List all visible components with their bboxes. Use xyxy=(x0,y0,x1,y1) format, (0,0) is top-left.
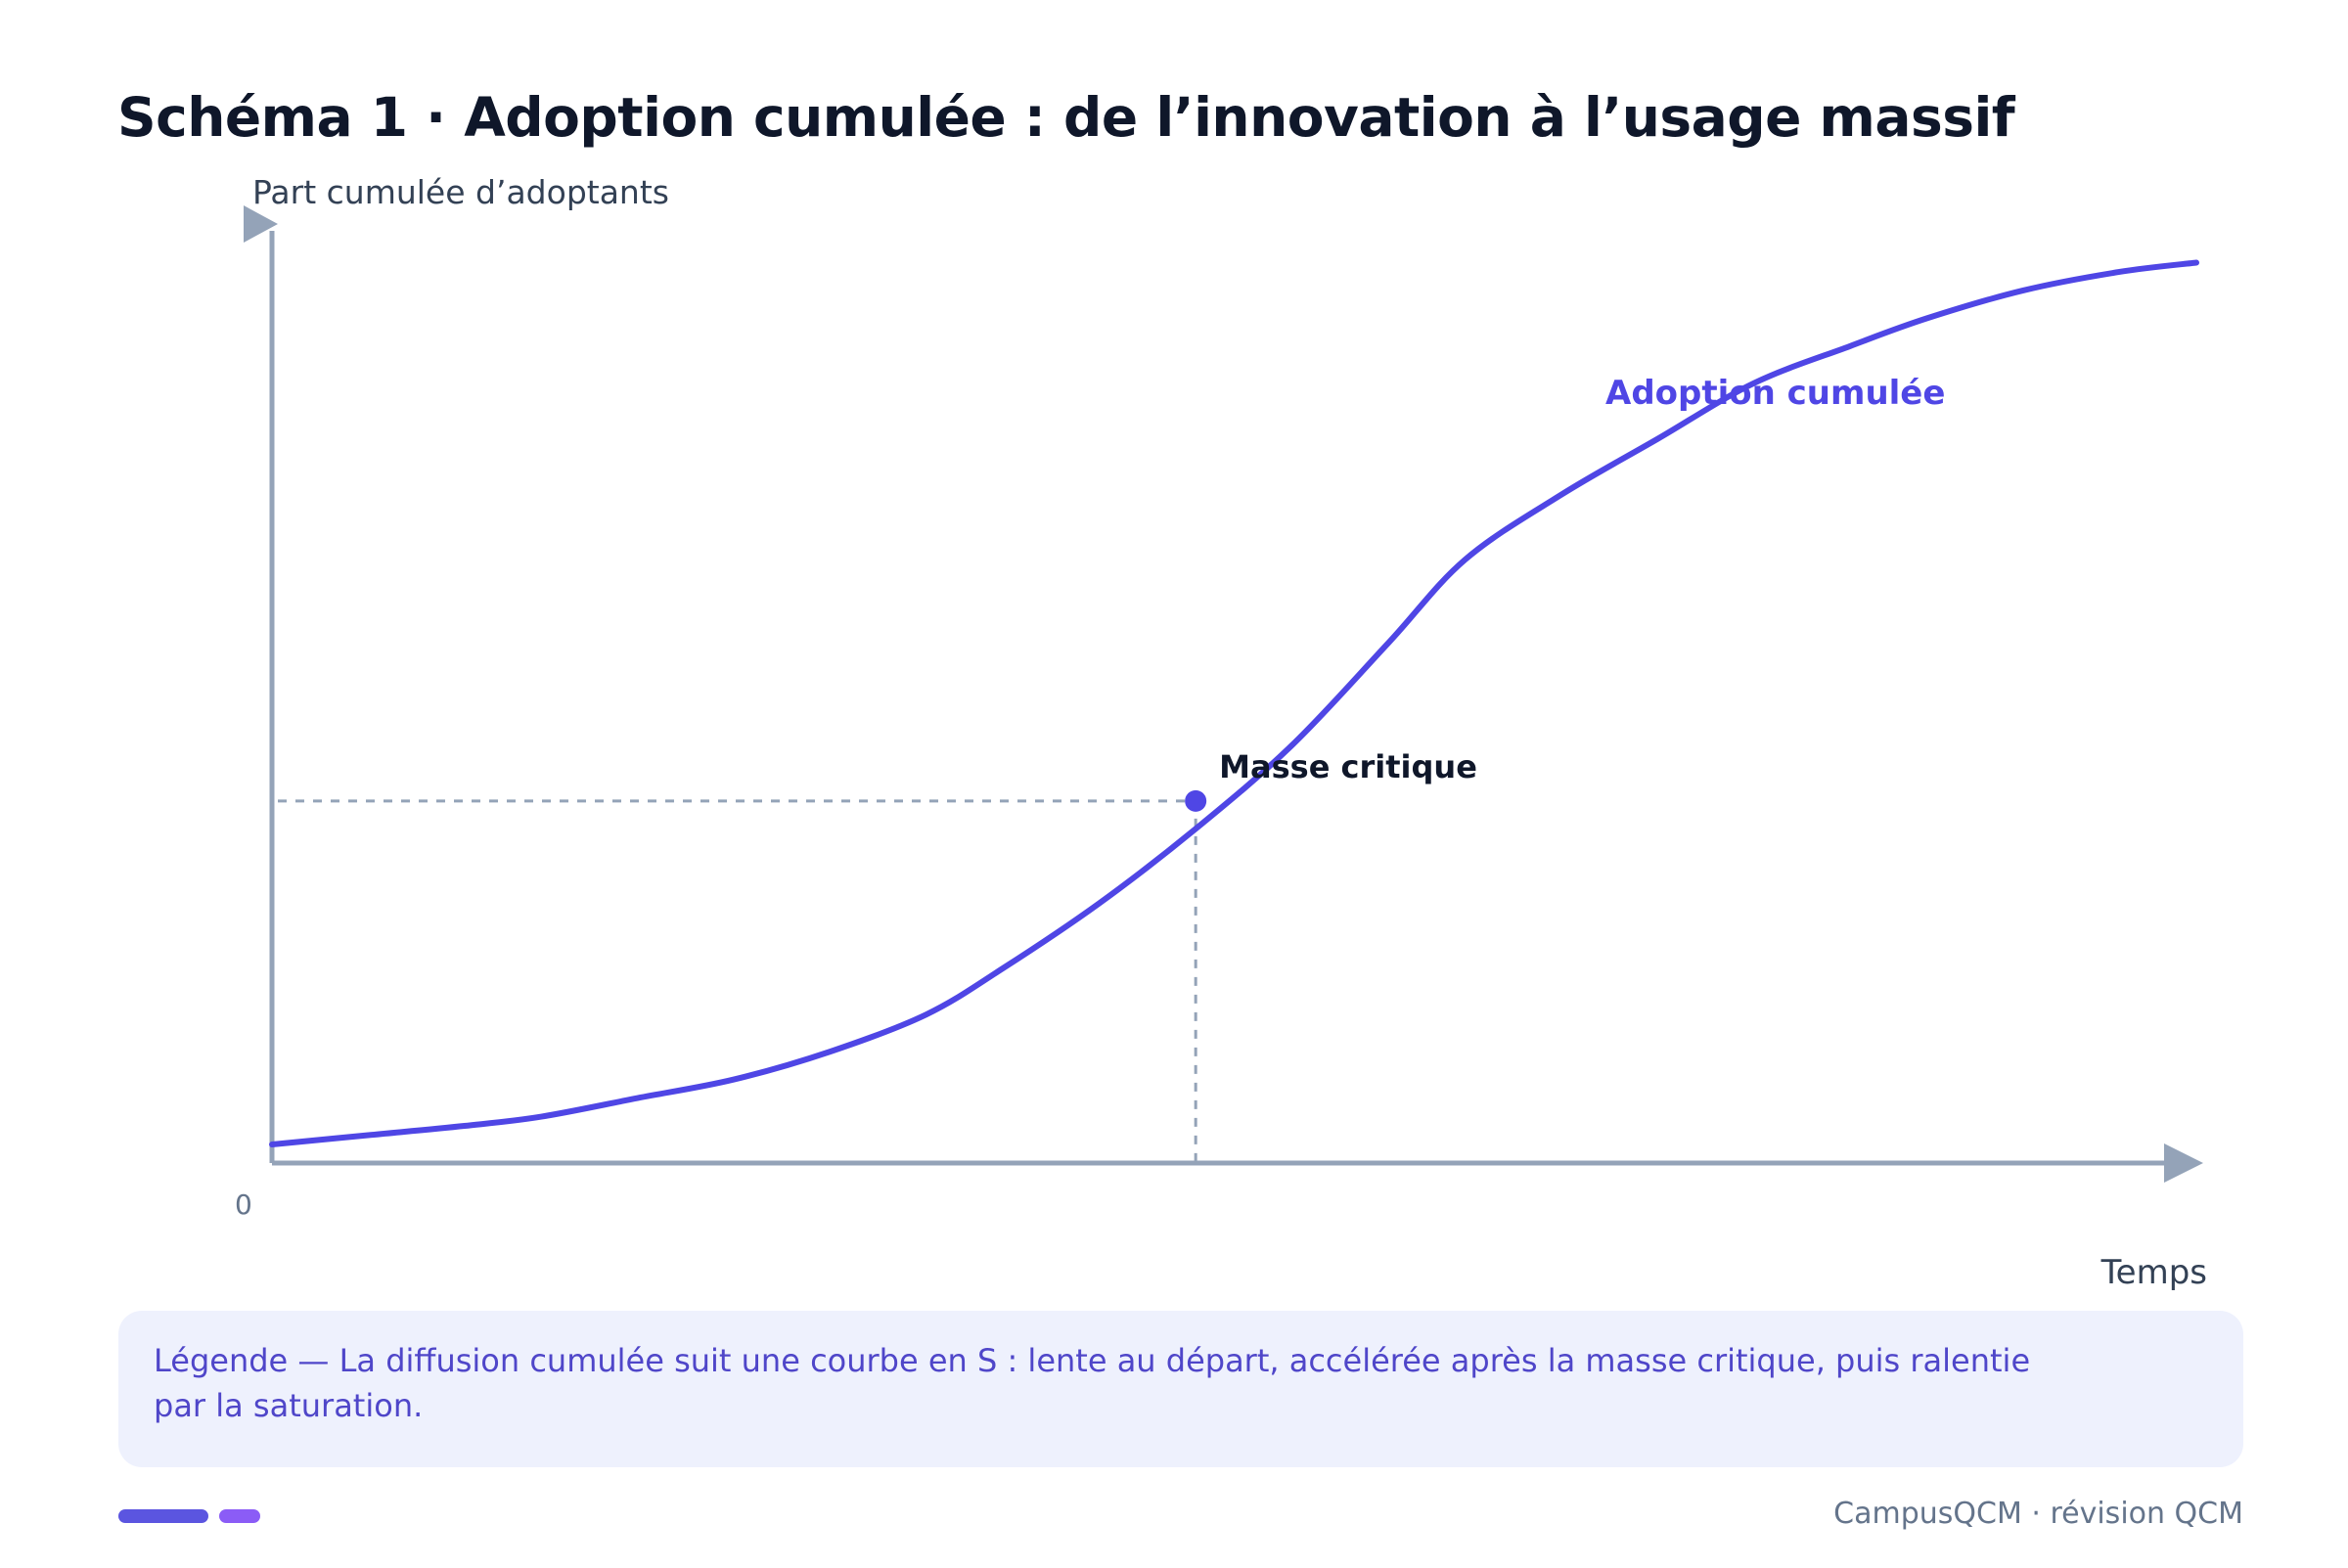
critical-mass-label: Masse critique xyxy=(1219,748,1477,785)
footer-accent-bar-primary xyxy=(118,1509,208,1523)
legend-box: Légende — La diffusion cumulée suit une … xyxy=(118,1311,2243,1467)
critical-mass-guides xyxy=(278,799,1197,1163)
chart-axes xyxy=(244,205,2203,1183)
page-title: Schéma 1 · Adoption cumulée : de l’innov… xyxy=(117,86,2015,149)
x-axis-label: Temps xyxy=(2100,1253,2207,1291)
adoption-chart: Part cumulée d’adoptants Temps 0 Adoptio… xyxy=(235,173,2207,1291)
y-axis-arrowhead xyxy=(244,205,278,243)
origin-tick-label: 0 xyxy=(235,1188,252,1221)
footer-accent-bar-secondary xyxy=(219,1509,260,1523)
y-axis-label: Part cumulée d’adoptants xyxy=(252,173,669,211)
legend-text: Légende — La diffusion cumulée suit une … xyxy=(154,1342,2031,1424)
series-line-adoption xyxy=(269,259,2199,1148)
chart-labels: Part cumulée d’adoptants Temps 0 Adoptio… xyxy=(235,173,2207,1291)
chart-series xyxy=(269,259,2199,1148)
x-axis-arrowhead xyxy=(2164,1143,2203,1183)
critical-mass-point xyxy=(1185,789,1207,812)
series-label-adoption: Adoption cumulée xyxy=(1605,374,1945,413)
footer-brand: CampusQCM · révision QCM xyxy=(1833,1497,2243,1531)
